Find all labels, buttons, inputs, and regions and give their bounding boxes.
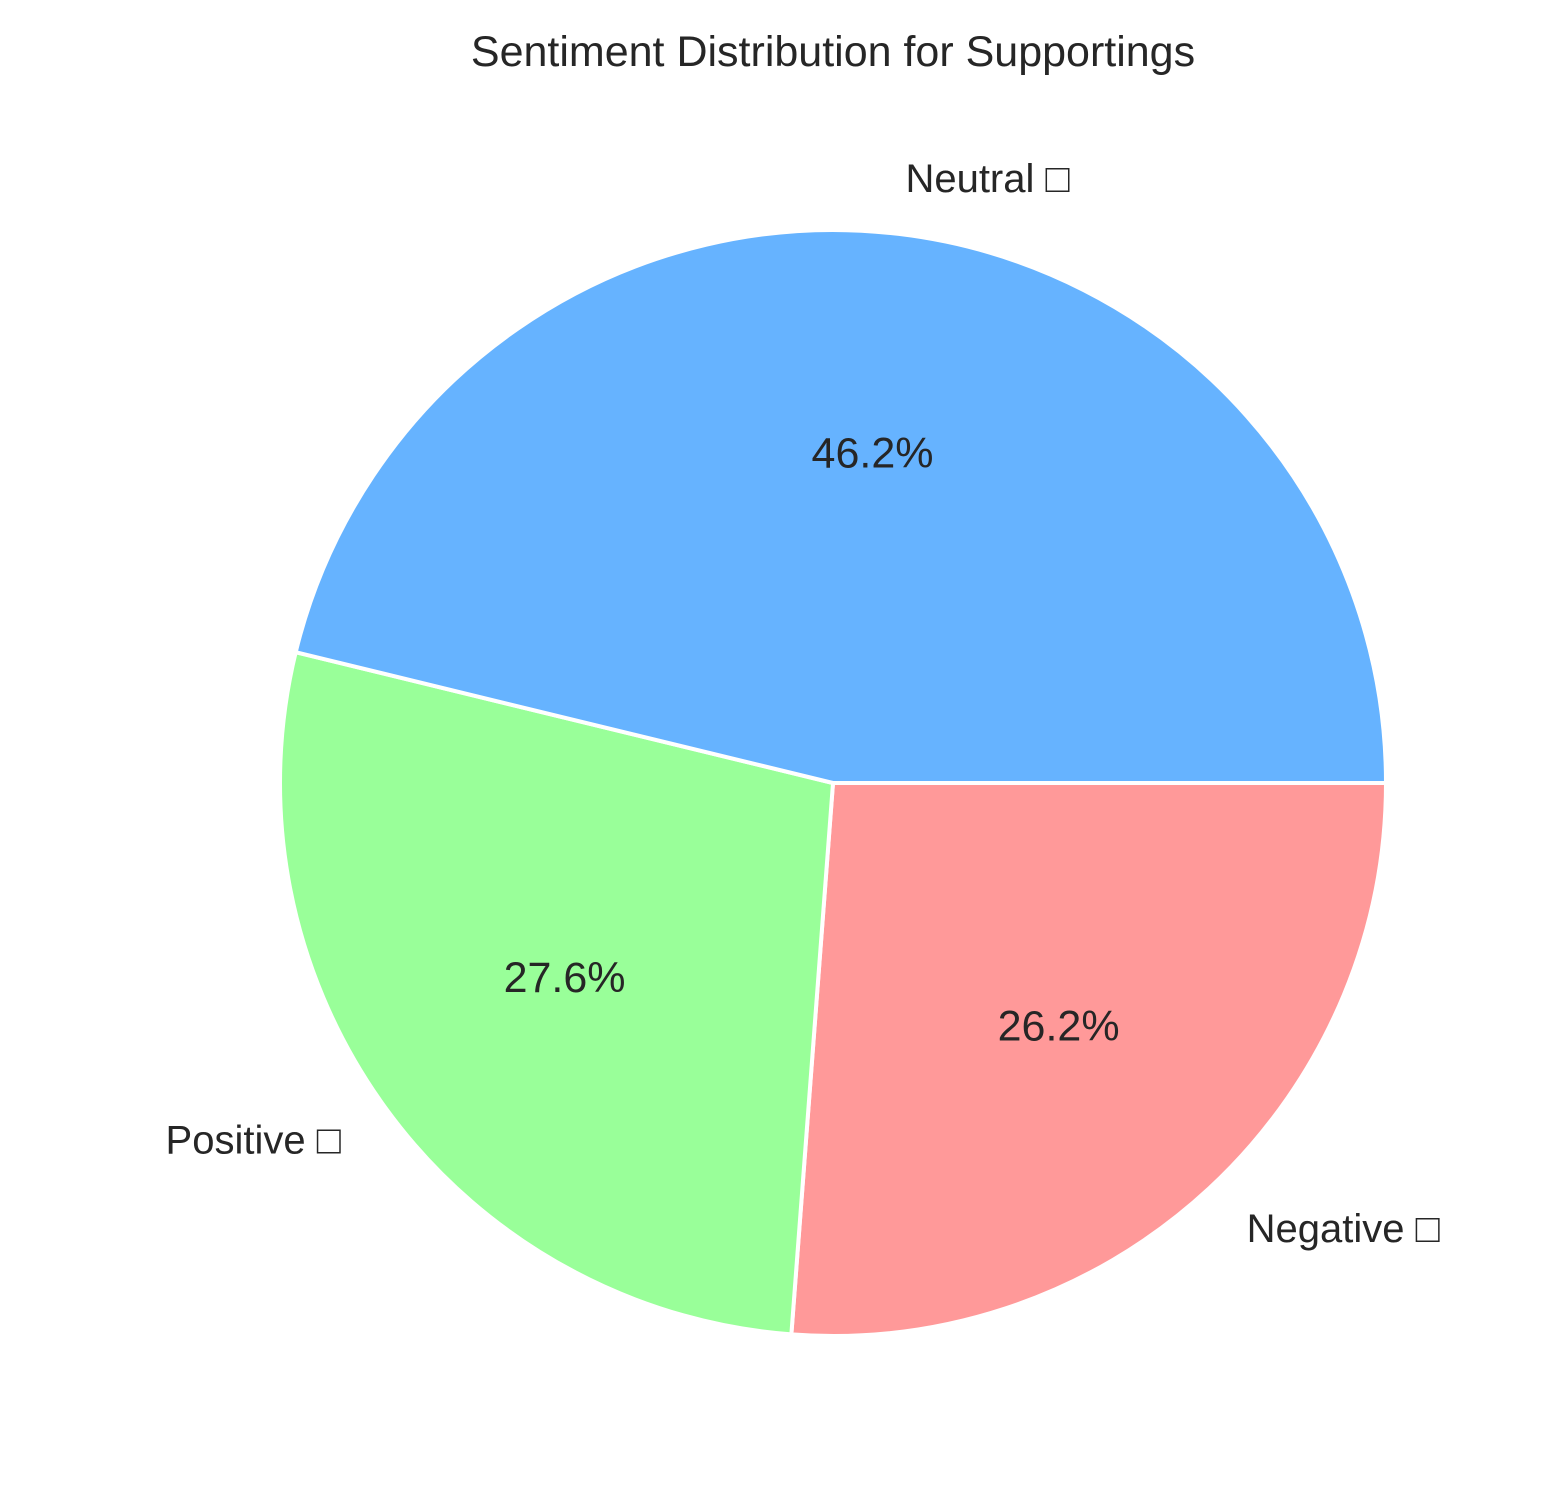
slice-label-negative: Negative □ xyxy=(1247,1207,1440,1251)
pct-label-negative: 26.2% xyxy=(998,1002,1120,1050)
chart-title: Sentiment Distribution for Supportings xyxy=(471,28,1195,76)
slice-positive xyxy=(278,650,835,1337)
slice-negative xyxy=(789,781,1388,1338)
slice-label-neutral: Neutral □ xyxy=(905,157,1069,201)
pct-label-neutral: 46.2% xyxy=(812,430,934,478)
pie-slices xyxy=(278,228,1388,1338)
slice-neutral xyxy=(293,228,1388,785)
pie-labels: Negative □ 26.2% Positive □ 27.6% Neutral □ 4… xyxy=(166,157,1440,1251)
pct-label-positive: 27.6% xyxy=(504,954,626,1002)
slice-label-positive: Positive □ xyxy=(166,1119,341,1163)
